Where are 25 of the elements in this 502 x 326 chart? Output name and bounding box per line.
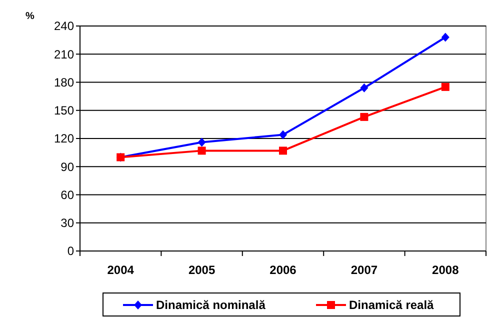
point bbox=[279, 146, 287, 155]
x-tick-label: 2004 bbox=[107, 263, 134, 277]
y-tick-label: 0 bbox=[67, 244, 74, 258]
y-tick-label: 150 bbox=[54, 104, 74, 118]
point bbox=[198, 138, 206, 147]
y-tick-label: 90 bbox=[60, 160, 74, 174]
point bbox=[441, 82, 450, 91]
point bbox=[441, 32, 450, 42]
y-tick-label: 180 bbox=[54, 75, 74, 90]
legend-label: Dinamică nominală bbox=[156, 298, 266, 312]
point bbox=[360, 112, 368, 121]
point bbox=[360, 83, 368, 92]
y-tick-label: 60 bbox=[60, 188, 74, 202]
y-tick-label: 210 bbox=[54, 47, 74, 62]
y-axis-title: % bbox=[26, 11, 35, 22]
y-tick-label: 30 bbox=[60, 216, 74, 230]
y-tick-label: 240 bbox=[54, 19, 74, 34]
x-tick-label: 2008 bbox=[432, 263, 460, 277]
y-tick-label: 120 bbox=[54, 132, 74, 146]
x-tick-label: 2005 bbox=[188, 263, 216, 277]
x-tick-label: 2007 bbox=[350, 263, 378, 277]
point bbox=[198, 146, 206, 155]
x-tick-label: 2006 bbox=[270, 263, 297, 277]
point bbox=[279, 130, 287, 140]
legend-label: Dinamică reală bbox=[349, 298, 434, 312]
